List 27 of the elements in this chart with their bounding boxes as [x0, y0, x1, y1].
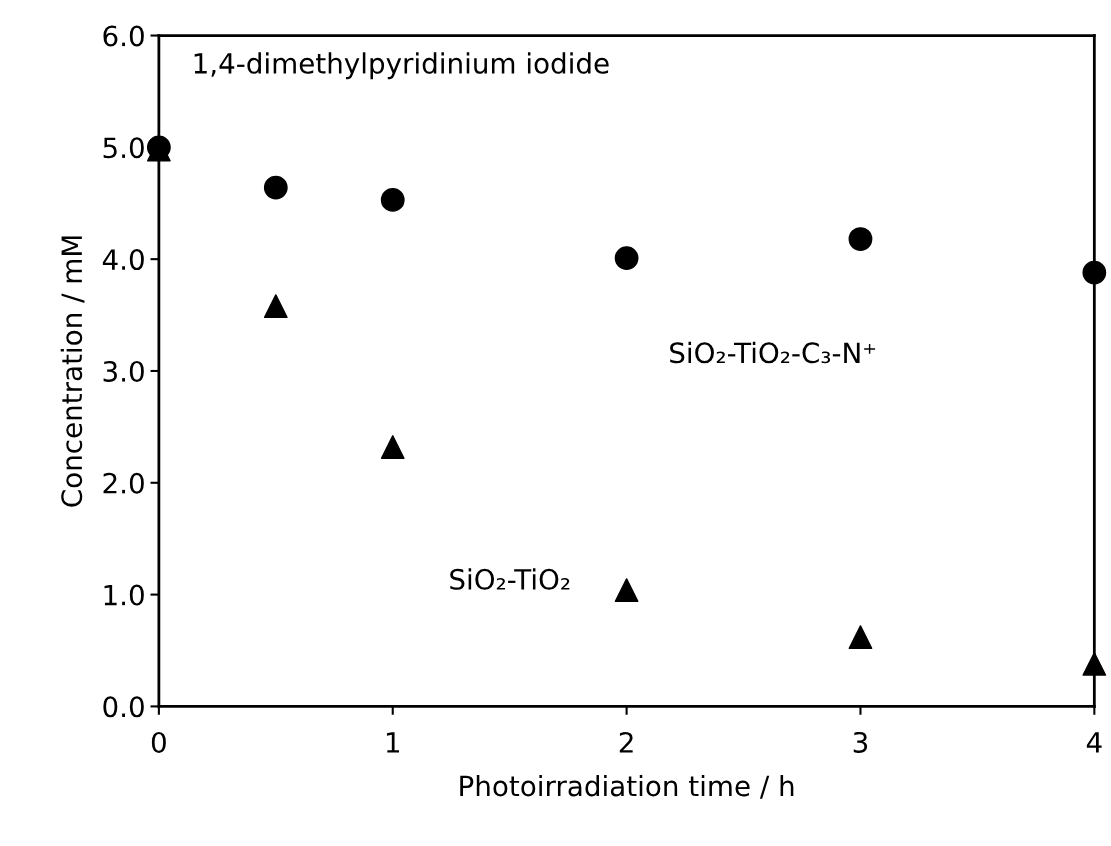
series-label: SiO₂-TiO₂: [450, 568, 570, 590]
x-tick-label: 2: [619, 731, 633, 753]
y-tick-label: 5.0: [103, 137, 144, 159]
point: [614, 578, 639, 603]
point: [848, 625, 873, 649]
point: [263, 175, 288, 200]
annotation: 1,4-dimethylpyridinium iodide: [194, 52, 609, 80]
y-tick-label: 4.0: [102, 249, 144, 271]
x-axis-title: Photoirradiation time / h: [460, 774, 794, 799]
point: [848, 227, 873, 251]
x-tick-label: 4: [1086, 732, 1102, 753]
y-tick-label: 3.0: [103, 360, 144, 382]
x-tick-label: 1: [386, 732, 400, 753]
y-tick-label: 1.0: [104, 584, 144, 606]
y-tick-label: 2.0: [103, 472, 144, 494]
point: [380, 188, 405, 212]
point: [1082, 652, 1107, 676]
x-tick-label: 3: [853, 731, 868, 753]
text: SiO₂-TiO₂-C₃-N⁺: [670, 341, 876, 364]
y-tick-label: 0.0: [103, 696, 144, 718]
point: [614, 246, 639, 270]
point: [263, 294, 288, 319]
y-tick-label: 6.0: [103, 25, 144, 47]
x-tick-label: 0: [151, 731, 166, 753]
y-axis-title: Concentration / mM: [60, 236, 85, 507]
point: [1082, 260, 1107, 285]
point: [380, 435, 405, 459]
